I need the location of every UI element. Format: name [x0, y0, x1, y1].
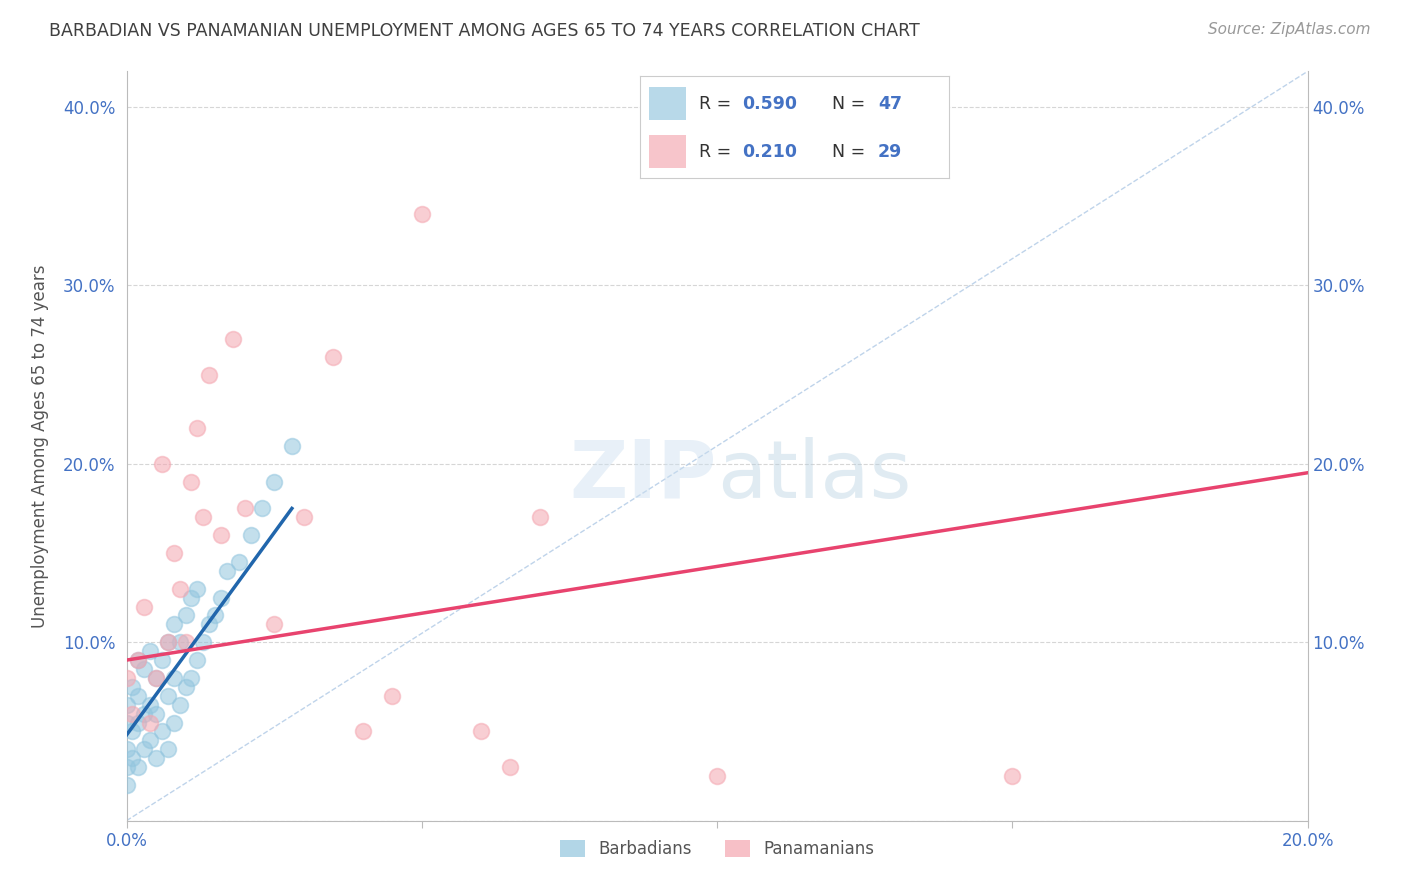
- Point: [193, 635, 215, 649]
- Point: [706, 769, 728, 783]
- Point: [470, 724, 492, 739]
- Point: [134, 599, 156, 614]
- Point: [127, 760, 149, 774]
- Point: [233, 501, 256, 516]
- Bar: [650, 136, 686, 168]
- Point: [121, 751, 143, 765]
- Point: [1001, 769, 1024, 783]
- Text: Source: ZipAtlas.com: Source: ZipAtlas.com: [1208, 22, 1371, 37]
- Y-axis label: Unemployment Among Ages 65 to 74 years: Unemployment Among Ages 65 to 74 years: [31, 264, 49, 628]
- Point: [186, 653, 208, 667]
- Legend: Barbadians, Panamanians: Barbadians, Panamanians: [553, 833, 882, 864]
- Text: N =: N =: [831, 95, 870, 112]
- Point: [115, 778, 138, 792]
- Point: [115, 671, 138, 685]
- Point: [169, 635, 191, 649]
- Text: 47: 47: [877, 95, 901, 112]
- Point: [156, 689, 179, 703]
- Point: [174, 608, 197, 623]
- Point: [127, 653, 149, 667]
- Point: [163, 617, 186, 632]
- Point: [169, 698, 191, 712]
- Point: [139, 733, 162, 747]
- Point: [381, 689, 404, 703]
- Point: [150, 653, 173, 667]
- Point: [198, 617, 221, 632]
- Point: [222, 332, 245, 346]
- Point: [180, 591, 202, 605]
- Point: [156, 635, 179, 649]
- Point: [115, 698, 138, 712]
- Point: [193, 510, 215, 524]
- Point: [121, 680, 143, 694]
- Point: [209, 528, 232, 542]
- Point: [156, 635, 179, 649]
- Point: [145, 751, 167, 765]
- Point: [180, 671, 202, 685]
- Point: [150, 457, 173, 471]
- Point: [352, 724, 374, 739]
- Point: [186, 421, 208, 435]
- Point: [252, 501, 274, 516]
- Point: [134, 706, 156, 721]
- Point: [121, 724, 143, 739]
- Bar: [650, 87, 686, 120]
- Point: [198, 368, 221, 382]
- Point: [134, 662, 156, 676]
- Text: ZIP: ZIP: [569, 437, 717, 515]
- Text: BARBADIAN VS PANAMANIAN UNEMPLOYMENT AMONG AGES 65 TO 74 YEARS CORRELATION CHART: BARBADIAN VS PANAMANIAN UNEMPLOYMENT AMO…: [49, 22, 920, 40]
- Point: [174, 635, 197, 649]
- Point: [180, 475, 202, 489]
- Point: [115, 715, 138, 730]
- Point: [322, 350, 344, 364]
- Point: [215, 564, 238, 578]
- Point: [292, 510, 315, 524]
- Point: [127, 689, 149, 703]
- Point: [169, 582, 191, 596]
- Point: [204, 608, 226, 623]
- Text: R =: R =: [699, 143, 737, 161]
- Point: [163, 671, 186, 685]
- Point: [150, 724, 173, 739]
- Point: [186, 582, 208, 596]
- Text: N =: N =: [831, 143, 870, 161]
- Point: [174, 680, 197, 694]
- Text: 0.590: 0.590: [742, 95, 797, 112]
- Point: [139, 715, 162, 730]
- Point: [115, 760, 138, 774]
- Point: [209, 591, 232, 605]
- Point: [239, 528, 262, 542]
- Point: [145, 671, 167, 685]
- Text: 29: 29: [877, 143, 903, 161]
- Point: [156, 742, 179, 756]
- Point: [263, 617, 285, 632]
- Point: [163, 546, 186, 560]
- Point: [499, 760, 522, 774]
- Point: [228, 555, 250, 569]
- Point: [163, 715, 186, 730]
- Point: [127, 653, 149, 667]
- Point: [134, 742, 156, 756]
- Point: [411, 207, 433, 221]
- Point: [145, 706, 167, 721]
- Point: [529, 510, 551, 524]
- Point: [145, 671, 167, 685]
- Point: [281, 439, 304, 453]
- Text: R =: R =: [699, 95, 737, 112]
- Point: [139, 698, 162, 712]
- Point: [115, 742, 138, 756]
- Point: [139, 644, 162, 658]
- Point: [121, 706, 143, 721]
- Point: [127, 715, 149, 730]
- Text: atlas: atlas: [717, 437, 911, 515]
- Text: 0.210: 0.210: [742, 143, 797, 161]
- Point: [263, 475, 285, 489]
